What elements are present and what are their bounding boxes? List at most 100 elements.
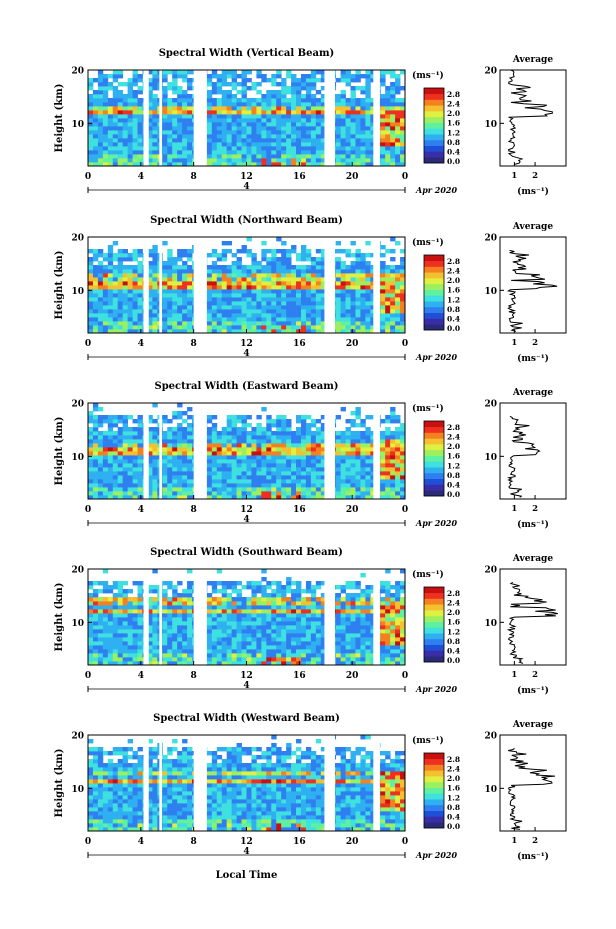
heatmap-cell (276, 443, 282, 448)
heatmap-cell (97, 491, 104, 496)
heatmap-cell (216, 289, 223, 294)
heatmap-cell (256, 589, 262, 594)
heatmap-cell (400, 293, 406, 298)
heatmap-cell (355, 439, 361, 444)
heatmap-cell (172, 118, 178, 123)
heatmap-cell (226, 277, 233, 282)
heatmap-cell (310, 419, 317, 424)
heatmap-cell (236, 491, 242, 496)
heatmap-cell (221, 78, 228, 83)
heatmap-cell (400, 439, 406, 444)
heatmap-cell (266, 593, 272, 598)
heatmap-cell (206, 329, 213, 334)
heatmap-cell (211, 277, 218, 282)
heatmap-cell (187, 70, 193, 75)
heatmap-cell (300, 265, 307, 270)
heatmap-cell (231, 110, 237, 115)
heatmap-cell (172, 479, 178, 484)
profile-x-label: (ms⁻¹) (517, 353, 549, 364)
heatmap-cell (400, 475, 406, 480)
heatmap-cell (102, 150, 109, 155)
heatmap-cell (127, 277, 133, 282)
heatmap-cell (286, 653, 292, 658)
heatmap-cell (395, 102, 401, 107)
heatmap-cell (122, 439, 129, 444)
heatmap-cell (291, 483, 297, 488)
heatmap-cell (345, 122, 351, 127)
heatmap-cell (172, 321, 178, 326)
heatmap-cell (266, 495, 272, 500)
heatmap-cell (226, 265, 233, 270)
heatmap-cell (276, 613, 282, 618)
heatmap-cell (211, 158, 218, 163)
heatmap-cell (102, 609, 109, 614)
heatmap-cell (296, 439, 302, 444)
heatmap-cell (137, 625, 143, 630)
heatmap-cell (291, 265, 297, 270)
heatmap-cell (117, 154, 124, 159)
heatmap-cell (167, 297, 173, 302)
heatmap-cell (177, 641, 183, 646)
heatmap-cell (276, 455, 282, 460)
heatmap-cell (107, 321, 114, 326)
heatmap-cell (117, 661, 124, 666)
heatmap-cell (102, 483, 109, 488)
heatmap-cell (291, 597, 297, 602)
heatmap-cell (92, 102, 99, 107)
heatmap-cell (206, 110, 213, 115)
heatmap-cell (310, 114, 317, 119)
heatmap-cell (296, 593, 302, 598)
heatmap-cell (216, 625, 223, 630)
heatmap-cell (122, 483, 129, 488)
heatmap-cell (88, 451, 94, 456)
colorbar-swatch (424, 301, 444, 308)
heatmap-cell (182, 455, 188, 460)
heatmap-cell (350, 467, 356, 472)
heatmap-cell (286, 601, 292, 606)
heatmap-cell (345, 82, 351, 87)
profile-x-label: (ms⁻¹) (517, 519, 549, 530)
heatmap-cell (340, 495, 346, 500)
heatmap-cell (221, 657, 228, 662)
heatmap-cell (167, 110, 173, 115)
heatmap-cell (117, 447, 124, 452)
heatmap-cell (127, 158, 133, 163)
heatmap-cell (286, 427, 292, 432)
heatmap-cell (271, 451, 277, 456)
heatmap-cell (226, 329, 233, 334)
colorbar-frame (423, 254, 445, 331)
heatmap-cell (310, 305, 317, 310)
colorbar-swatch (424, 111, 444, 118)
heatmap-cell (226, 273, 233, 278)
heatmap-cell (221, 82, 228, 87)
heatmap-cell (112, 661, 119, 666)
heatmap-cell (97, 158, 104, 163)
heatmap-cell (300, 118, 307, 123)
heatmap-cell (152, 427, 158, 432)
profile-x-label: (ms⁻¹) (517, 186, 549, 197)
heatmap-cell (162, 158, 168, 163)
heatmap-cell (281, 142, 287, 147)
heatmap-cell (211, 293, 218, 298)
heatmap-cell (226, 479, 233, 484)
heatmap-cell (117, 253, 124, 258)
heatmap-cell (261, 297, 267, 302)
heatmap-cell (335, 459, 342, 464)
heatmap-cell (112, 130, 119, 135)
heatmap-cell (92, 277, 99, 282)
heatmap-cell (305, 158, 312, 163)
heatmap-cell (266, 289, 272, 294)
heatmap-cell (385, 443, 391, 448)
heatmap-cell (251, 593, 257, 598)
heatmap-cell (122, 102, 129, 107)
heatmap-cell (211, 471, 218, 476)
heatmap-cell (315, 261, 322, 266)
heatmap-cell (305, 443, 312, 448)
heatmap-cell (266, 581, 272, 586)
heatmap-cell (97, 249, 104, 254)
heatmap-cell (241, 609, 247, 614)
heatmap-cell (296, 317, 302, 322)
heatmap-cell (335, 110, 342, 115)
heatmap-cell (112, 257, 119, 262)
heatmap-cell (102, 94, 109, 99)
